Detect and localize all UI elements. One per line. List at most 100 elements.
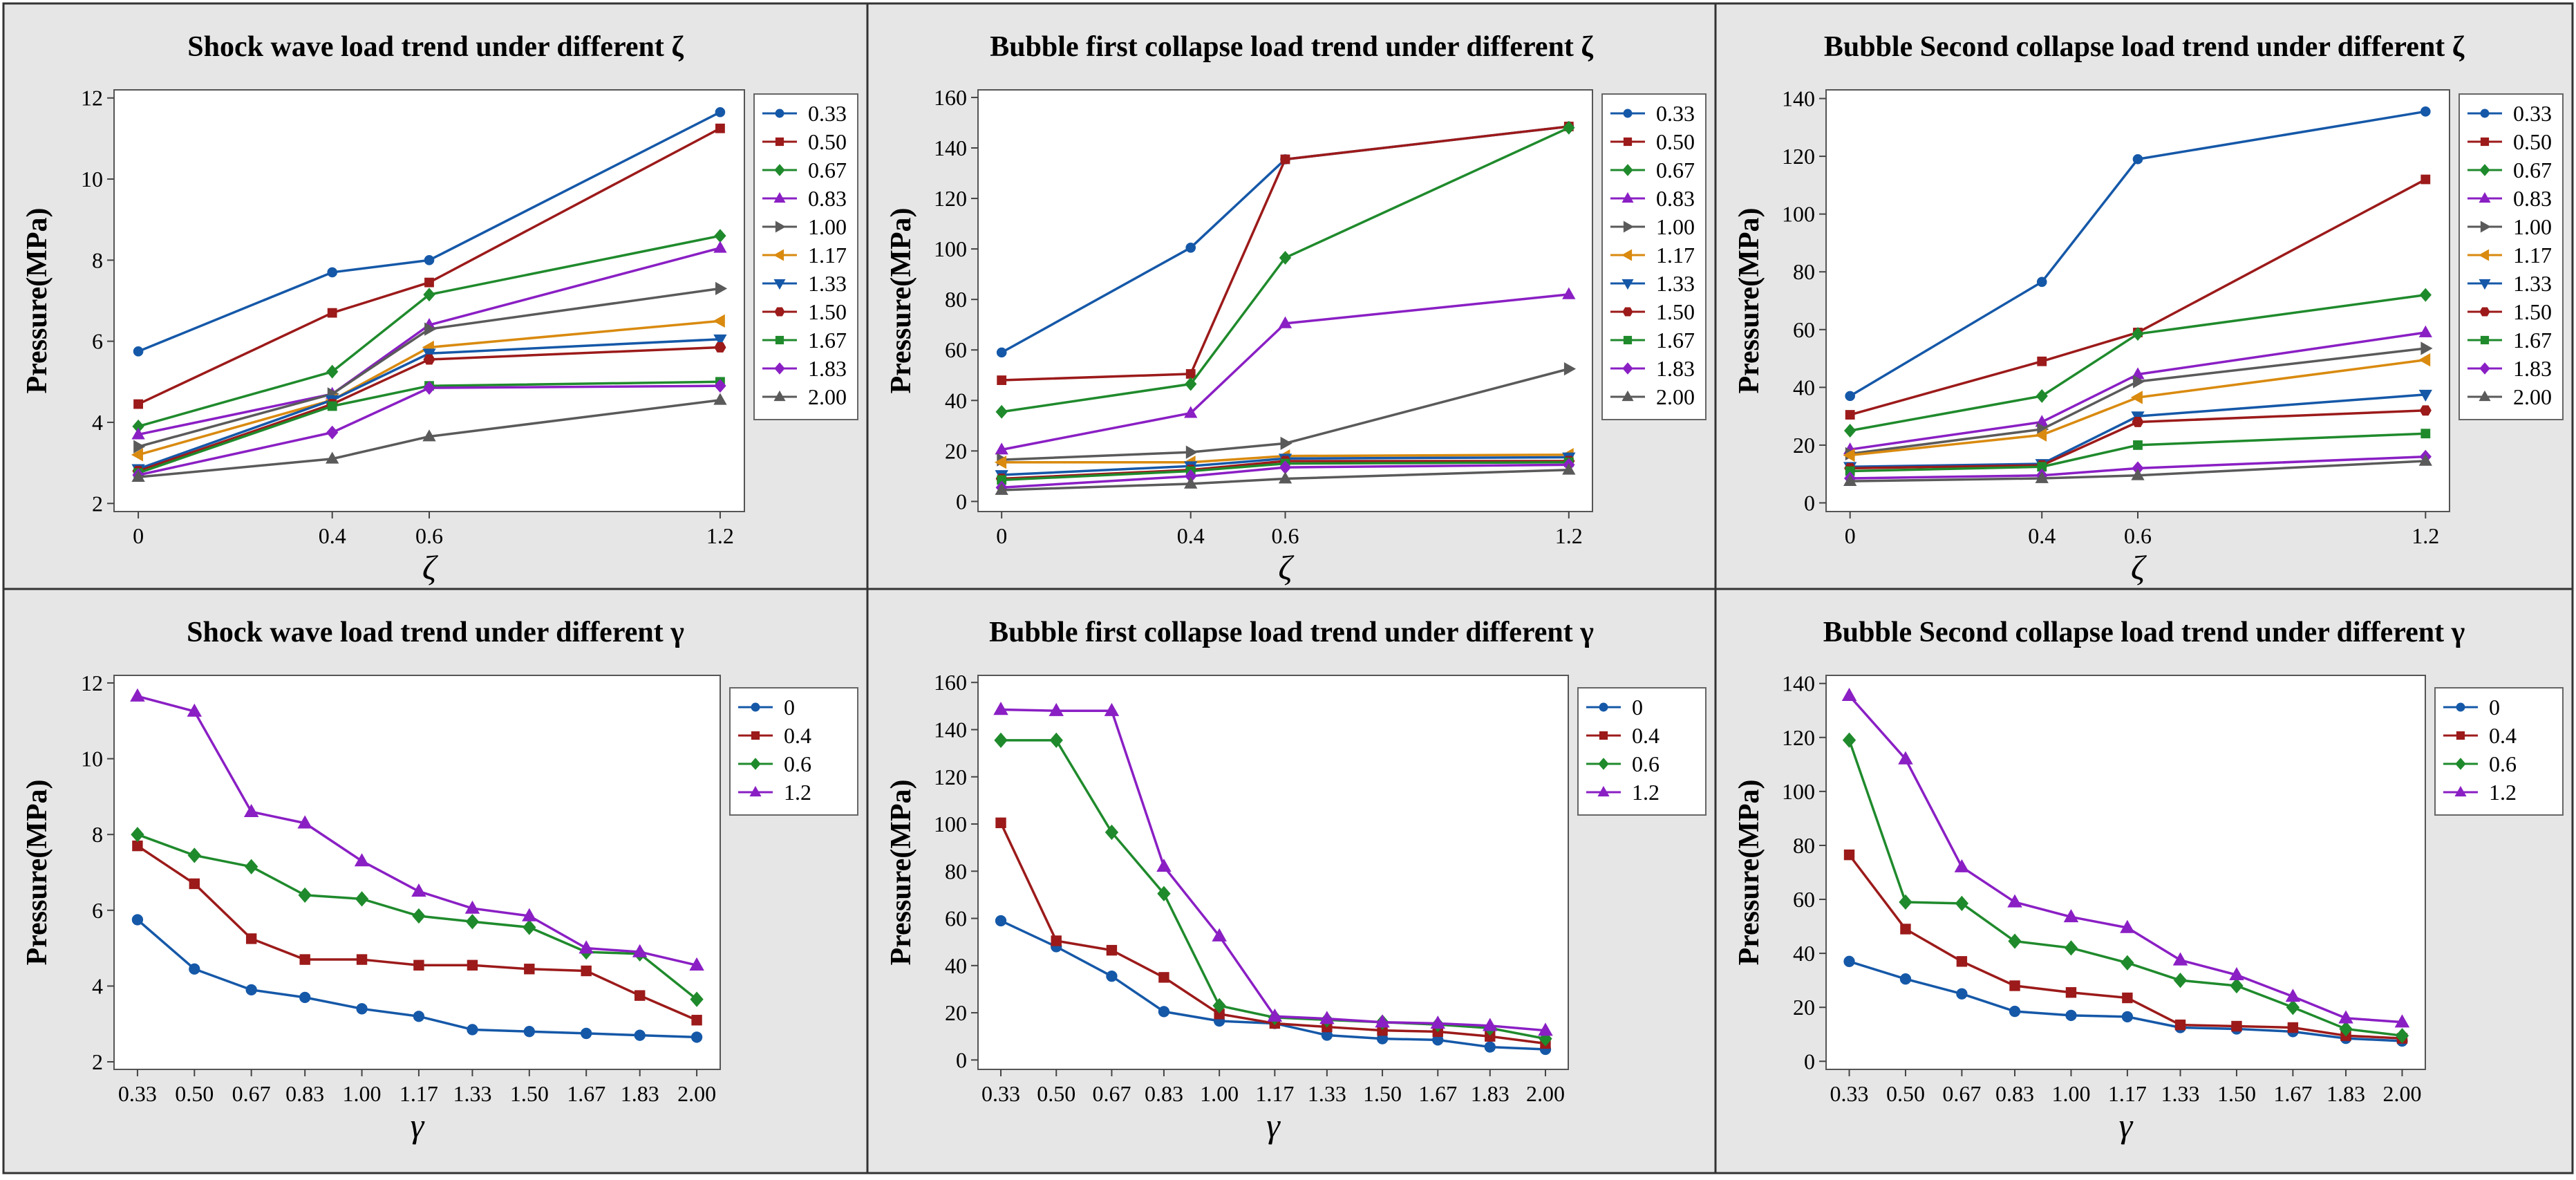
series-1.17 [1843, 353, 2431, 462]
x-tick-label: 0.83 [1145, 1081, 1183, 1106]
y-tick-label: 4 [92, 973, 103, 998]
legend-marker [1621, 191, 1634, 203]
data-point [131, 427, 145, 440]
data-point [131, 827, 144, 843]
data-point [2339, 1021, 2353, 1037]
x-tick-label: 0.67 [1092, 1081, 1131, 1106]
chart-title: Bubble Second collapse load trend under … [1824, 31, 2465, 63]
data-point [995, 442, 1008, 455]
data-point [713, 241, 727, 253]
data-point [412, 908, 426, 924]
data-point [1280, 154, 1290, 165]
legend-box [753, 93, 858, 420]
y-tick-label: 0 [956, 1047, 967, 1072]
data-point [327, 267, 337, 278]
data-point [133, 346, 144, 357]
y-tick-label: 60 [945, 906, 967, 931]
x-tick-label: 0.50 [1886, 1081, 1925, 1106]
data-point [245, 984, 257, 996]
data-point [2420, 429, 2431, 439]
y-tick-label: 8 [92, 822, 103, 847]
y-tick-label: 140 [1782, 86, 1815, 111]
data-point [522, 908, 537, 921]
data-point [243, 803, 259, 818]
data-point [581, 1027, 592, 1040]
legend-marker [773, 249, 784, 261]
data-point [2132, 327, 2144, 341]
data-point [133, 399, 143, 409]
legend-box [1577, 687, 1707, 816]
data-point [189, 878, 200, 890]
y-tick-label: 120 [1782, 144, 1815, 169]
y-tick-label: 80 [945, 859, 967, 883]
legend-label: 0.67 [1656, 158, 1695, 182]
data-point [2131, 468, 2145, 480]
data-point [2229, 966, 2244, 981]
data-point [995, 915, 1007, 927]
data-point [2231, 1020, 2242, 1032]
data-point [1955, 895, 1969, 912]
y-tick-label: 40 [945, 388, 967, 413]
data-point [1278, 316, 1292, 328]
data-point [2065, 1009, 2077, 1022]
data-point [2395, 1028, 2409, 1044]
data-point [579, 940, 594, 954]
data-point [2132, 153, 2143, 165]
data-point [634, 1029, 646, 1041]
series-line [138, 287, 721, 448]
legend: 0.33 0.50 0.67 0.83 1.00 1.17 1.33 1.50 1.67 1.83… [2459, 93, 2564, 420]
data-point [2418, 325, 2432, 337]
legend-label: 2.00 [2513, 384, 2552, 409]
x-tick-label: 1.2 [2412, 523, 2439, 548]
data-point [2122, 992, 2133, 1004]
series-1.67 [1845, 429, 2431, 476]
legend-marker [1622, 164, 1633, 176]
y-axis-label: Pressure(MPa) [1733, 207, 1765, 393]
y-tick-label: 40 [945, 953, 967, 978]
series-line [138, 380, 720, 474]
x-tick-label: 2.00 [1526, 1081, 1565, 1106]
series-1.2 [1841, 687, 2410, 1028]
data-point [1562, 462, 1576, 475]
series-line [1850, 432, 2426, 473]
legend-label: 1.33 [1656, 271, 1695, 296]
data-point [714, 379, 726, 393]
data-point [1956, 988, 1968, 1000]
data-point [2007, 894, 2022, 908]
y-tick-label: 80 [1793, 259, 1815, 284]
x-tick-label: 1.2 [706, 523, 734, 548]
y-tick-label: 20 [945, 438, 967, 463]
y-tick-label: 120 [934, 186, 967, 211]
data-point [2009, 980, 2020, 991]
legend-label: 0.33 [1656, 101, 1695, 126]
y-axis-label: Pressure(MPa) [21, 779, 53, 965]
data-point [993, 702, 1008, 715]
legend-label: 0.50 [1656, 129, 1695, 154]
legend-label: 1.50 [1656, 299, 1695, 324]
x-tick-label: 0.33 [981, 1081, 1020, 1106]
y-tick-label: 40 [1793, 375, 1815, 400]
data-point [2035, 428, 2047, 442]
data-point [1956, 956, 1968, 967]
data-point [1184, 476, 1198, 489]
data-point [298, 887, 312, 903]
data-point [2008, 933, 2022, 949]
data-point [1484, 1041, 1496, 1053]
data-point [1375, 1014, 1390, 1028]
data-point [2418, 353, 2431, 367]
legend-marker [1622, 362, 1633, 375]
series-line [1002, 463, 1569, 489]
y-axis-label: Pressure(MPa) [885, 779, 917, 965]
series-line [1850, 460, 2426, 483]
legend-label: 1.67 [808, 328, 847, 353]
legend-marker [774, 307, 785, 317]
legend-marker [1599, 702, 1608, 712]
data-point [1844, 424, 1856, 438]
data-point [1843, 474, 1857, 487]
legend-label: 0.6 [784, 751, 811, 776]
series-line [1850, 331, 2426, 451]
x-tick-label: 0 [1845, 523, 1856, 548]
y-axis-label: Pressure(MPa) [21, 207, 53, 393]
series-line [1850, 409, 2426, 470]
y-tick-label: 2 [92, 1049, 103, 1074]
